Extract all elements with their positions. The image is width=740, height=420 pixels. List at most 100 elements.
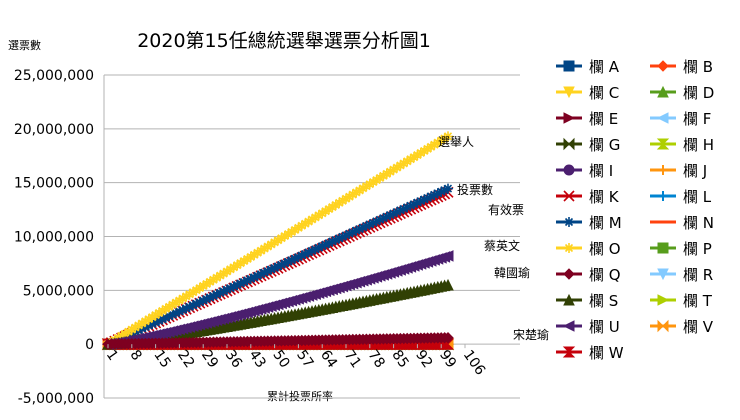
data-point [398,158,409,169]
data-point [432,137,443,148]
data-point [208,274,219,285]
data-point [116,330,127,341]
data-point [344,191,355,202]
legend-marker [563,112,576,124]
data-point [300,218,311,229]
data-point [324,204,334,215]
legend-marker [657,268,669,281]
data-point [388,164,399,175]
annotation-label: 蔡英文 [484,238,520,253]
data-point [283,256,294,267]
data-point [157,305,168,316]
data-point [181,291,192,302]
legend-entry: 欄 R [650,266,713,284]
x-tick-label: 64 [317,347,340,371]
data-point [385,210,396,221]
y-axis-label: 選票數 [8,39,41,52]
data-point [442,278,454,291]
legend-entry: 欄 F [650,110,711,128]
data-point [160,312,171,323]
series-col-U [101,250,454,350]
data-point [337,231,348,242]
data-point [232,260,243,271]
data-point [293,252,304,263]
data-point [436,186,447,197]
data-point [215,270,226,281]
data-point [395,160,406,171]
data-point [351,187,362,198]
legend-marker [563,137,575,151]
data-point [211,289,222,300]
data-point [317,241,328,252]
data-point [392,162,402,173]
data-point [293,222,304,233]
data-point [181,303,192,314]
legend-entry: 欄 V [650,318,714,336]
legend-label: 欄 T [683,292,713,310]
data-point [249,249,260,260]
legend-entry: 欄 N [650,214,714,232]
legend-entry: 欄 I [556,162,613,180]
x-tick-label: 15 [150,347,173,371]
data-point [429,189,440,200]
data-point [344,228,355,239]
data-point [266,239,277,250]
series-col-M [103,183,453,350]
data-point [194,297,205,308]
x-tick-label: 78 [365,347,388,371]
data-point [334,197,345,208]
data-point [320,239,331,250]
data-point [245,251,256,262]
data-point [347,227,358,238]
data-point [232,280,243,291]
data-point [205,276,215,287]
data-point [327,202,338,213]
y-tick-label: 5,000,000 [23,283,94,299]
legend-marker [563,86,575,99]
data-point [147,312,158,323]
x-tick-label: 29 [198,347,221,371]
data-point [361,181,372,192]
legend-marker [658,165,668,175]
data-point [371,175,382,186]
legend-entry: 欄 G [556,136,620,154]
data-point [150,317,161,328]
legend-label: 欄 K [589,188,620,206]
data-point [402,202,413,213]
data-point [160,303,171,314]
data-point [133,320,144,331]
x-tick-label: 71 [341,347,364,371]
data-point [235,258,246,269]
data-point [354,224,365,235]
legend-marker [564,217,574,227]
data-point [361,220,372,231]
data-point [242,253,253,264]
data-point [317,208,328,219]
data-point [177,304,188,315]
data-point [276,259,287,270]
data-point [334,233,345,244]
x-tick-label: 8 [127,347,145,363]
data-point [368,217,379,228]
legend-marker [562,320,575,332]
data-point [392,206,402,217]
data-point [303,216,314,227]
legend-marker [563,60,575,72]
x-tick-label: 36 [222,347,245,371]
legend-marker [657,319,669,333]
data-point [177,293,188,304]
data-point [137,318,147,329]
legend-label: 欄 R [683,266,713,284]
legend-label: 欄 M [589,214,622,232]
data-point [184,289,195,300]
data-point [167,309,178,320]
legend-label: 欄 I [589,162,613,180]
data-point [205,292,215,303]
series-col-Q [102,331,454,350]
legend-label: 欄 J [683,162,707,180]
legend-entry: 欄 K [556,188,620,206]
data-point [409,199,419,210]
legend-marker [563,190,575,202]
